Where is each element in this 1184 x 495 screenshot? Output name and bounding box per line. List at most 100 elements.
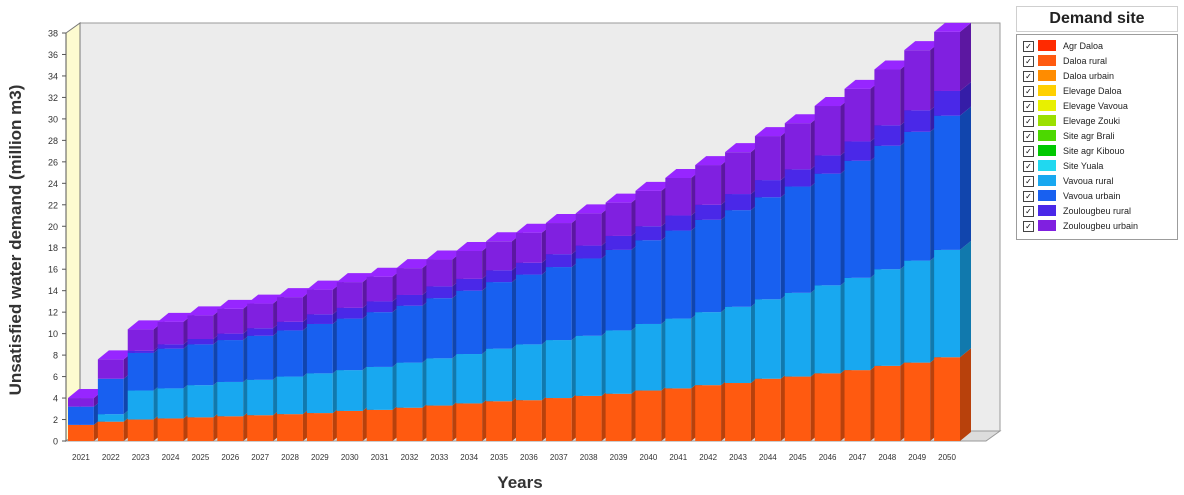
x-tick-label: 2039 bbox=[610, 453, 628, 462]
x-tick-label: 2047 bbox=[849, 453, 867, 462]
bar-segment bbox=[545, 223, 572, 255]
legend-item[interactable]: ✓ Daloa rural bbox=[1023, 54, 1173, 68]
bar-segment bbox=[306, 323, 333, 374]
bar-segment bbox=[575, 245, 602, 259]
bar-segment bbox=[68, 406, 94, 425]
legend-checkbox[interactable]: ✓ bbox=[1023, 86, 1034, 97]
legend-checkbox[interactable]: ✓ bbox=[1023, 71, 1034, 82]
legend-swatch bbox=[1038, 85, 1056, 96]
bar-segment bbox=[784, 169, 811, 187]
legend-item[interactable]: ✓ Zoulougbeu urbain bbox=[1023, 219, 1173, 233]
bar-segment bbox=[426, 405, 453, 441]
legend-item[interactable]: ✓ Elevage Vavoua bbox=[1023, 99, 1173, 113]
bar-segment bbox=[754, 136, 781, 181]
bar-segment bbox=[336, 318, 363, 371]
bar-top bbox=[157, 312, 195, 322]
bar-segment bbox=[97, 359, 124, 379]
legend-checkbox[interactable]: ✓ bbox=[1023, 41, 1034, 52]
legend-item[interactable]: ✓ Site agr Kibouo bbox=[1023, 144, 1173, 158]
legend-checkbox[interactable]: ✓ bbox=[1023, 131, 1034, 142]
bar-segment bbox=[68, 424, 94, 441]
bar-segment bbox=[665, 230, 692, 319]
x-tick-label: 2027 bbox=[251, 453, 269, 462]
bar-segment bbox=[844, 88, 871, 142]
bar-segment bbox=[247, 379, 274, 416]
legend-item[interactable]: ✓ Agr Daloa bbox=[1023, 39, 1173, 53]
bar-top bbox=[605, 193, 643, 203]
bar-segment-side bbox=[960, 22, 971, 91]
x-tick-label: 2029 bbox=[311, 453, 329, 462]
bar-segment bbox=[904, 110, 931, 132]
legend-checkbox[interactable]: ✓ bbox=[1023, 161, 1034, 172]
bar-segment bbox=[456, 250, 483, 279]
legend-checkbox[interactable]: ✓ bbox=[1023, 206, 1034, 217]
bar-top bbox=[934, 22, 971, 32]
legend-item[interactable]: ✓ Elevage Zouki bbox=[1023, 114, 1173, 128]
bar-top bbox=[486, 232, 523, 242]
bar-segment bbox=[396, 294, 423, 306]
y-tick-label: 10 bbox=[48, 329, 58, 339]
legend: ✓ Agr Daloa ✓ Daloa rural ✓ Daloa urbain ✓ Elev… bbox=[1016, 34, 1178, 240]
legend-checkbox[interactable]: ✓ bbox=[1023, 191, 1034, 202]
bar-top bbox=[396, 259, 434, 269]
legend-checkbox[interactable]: ✓ bbox=[1023, 176, 1034, 187]
legend-checkbox[interactable]: ✓ bbox=[1023, 56, 1034, 67]
bar-segment bbox=[575, 258, 602, 336]
x-tick-label: 2049 bbox=[908, 453, 926, 462]
bar-segment bbox=[456, 290, 483, 355]
bar-segment bbox=[486, 282, 512, 349]
legend-item[interactable]: ✓ Zoulougbeu rural bbox=[1023, 204, 1173, 218]
legend-checkbox[interactable]: ✓ bbox=[1023, 116, 1034, 127]
y-tick-label: 36 bbox=[48, 50, 58, 60]
legend-item[interactable]: ✓ Site agr Brali bbox=[1023, 129, 1173, 143]
bar-top bbox=[575, 204, 613, 214]
bar-segment bbox=[516, 232, 542, 263]
bar-segment bbox=[575, 335, 602, 396]
bar-segment bbox=[277, 414, 303, 441]
bar-segment bbox=[605, 235, 632, 250]
y-tick-label: 18 bbox=[48, 243, 58, 253]
bar-top bbox=[874, 60, 912, 70]
bar-segment bbox=[784, 123, 811, 170]
legend-swatch bbox=[1038, 160, 1056, 171]
y-tick-label: 38 bbox=[48, 29, 58, 39]
bar-segment bbox=[396, 362, 423, 408]
bar-segment bbox=[874, 125, 901, 146]
x-tick-label: 2023 bbox=[132, 453, 150, 462]
legend-item[interactable]: ✓ Site Yuala bbox=[1023, 159, 1173, 173]
x-tick-label: 2035 bbox=[490, 453, 508, 462]
bar-segment bbox=[635, 226, 662, 241]
legend-item[interactable]: ✓ Daloa urbain bbox=[1023, 69, 1173, 83]
bar-segment bbox=[635, 390, 662, 441]
legend-item[interactable]: ✓ Elevage Daloa bbox=[1023, 84, 1173, 98]
bar-segment bbox=[844, 277, 871, 371]
legend-swatch bbox=[1038, 190, 1056, 201]
bar-segment bbox=[665, 388, 692, 441]
legend-checkbox[interactable]: ✓ bbox=[1023, 101, 1034, 112]
bar-segment bbox=[68, 398, 94, 407]
x-tick-label: 2042 bbox=[699, 453, 717, 462]
bar-segment bbox=[516, 400, 542, 441]
bar-segment bbox=[814, 285, 841, 374]
legend-swatch bbox=[1038, 55, 1056, 66]
legend-label: Zoulougbeu urbain bbox=[1063, 221, 1139, 231]
bar-segment bbox=[306, 373, 333, 414]
bar-top bbox=[336, 273, 374, 283]
x-tick-label: 2022 bbox=[102, 453, 120, 462]
legend-item[interactable]: ✓ Vavoua urbain bbox=[1023, 189, 1173, 203]
bar-segment bbox=[127, 329, 154, 351]
y-tick-label: 12 bbox=[48, 308, 58, 318]
bar-segment bbox=[934, 249, 960, 358]
bar-top bbox=[187, 306, 225, 316]
bar-segment bbox=[874, 365, 901, 441]
legend-checkbox[interactable]: ✓ bbox=[1023, 146, 1034, 157]
legend-item[interactable]: ✓ Vavoua rural bbox=[1023, 174, 1173, 188]
bar-top bbox=[366, 267, 404, 277]
legend-checkbox[interactable]: ✓ bbox=[1023, 221, 1034, 232]
y-tick-label: 2 bbox=[53, 415, 58, 425]
bar-segment bbox=[426, 286, 453, 299]
bar-segment bbox=[336, 307, 363, 319]
bar-top bbox=[844, 79, 882, 89]
bar-segment bbox=[754, 299, 781, 379]
